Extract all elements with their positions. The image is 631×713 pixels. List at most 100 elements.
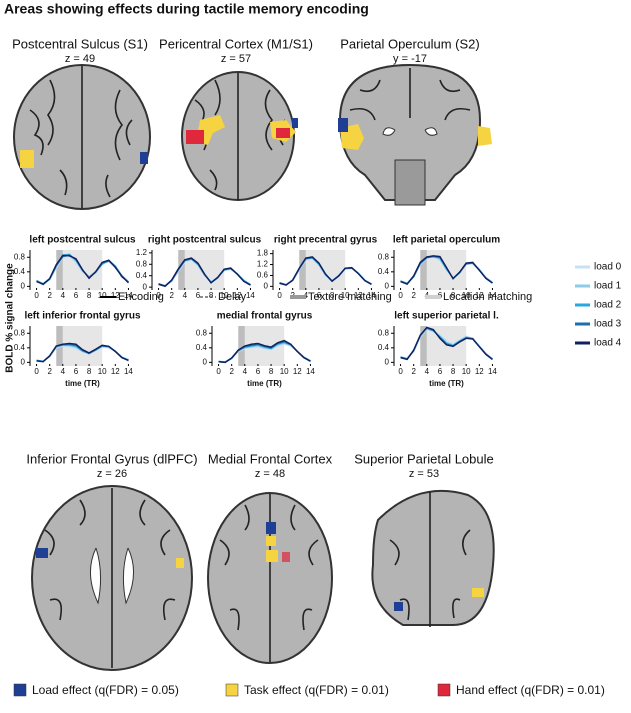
y-tick-label: 1.2 [136, 248, 148, 257]
encoding-shading [420, 250, 427, 290]
x-tick-label: 4 [61, 367, 66, 376]
encoding-shading [420, 326, 427, 366]
x-tick-label: 10 [280, 367, 289, 376]
chart-title: left parietal operculum [393, 235, 500, 246]
activation-blob [266, 536, 276, 546]
series-line [36, 254, 129, 285]
activation-blob [282, 552, 290, 562]
x-tick-label: 12 [111, 291, 120, 300]
x-tick-label: 14 [488, 367, 497, 376]
y-tick-label: 0.8 [378, 328, 390, 337]
x-tick-label: 14 [246, 291, 255, 300]
y-tick-label: 0.4 [378, 267, 390, 276]
y-tick-label: 0 [385, 357, 390, 366]
sulci [44, 499, 176, 621]
delay-shading [305, 250, 346, 290]
x-tick-label: 0 [216, 367, 221, 376]
activation-blob [266, 550, 278, 562]
x-tick-label: 2 [411, 367, 416, 376]
x-tick-label: 12 [475, 367, 484, 376]
x-tick-label: 10 [98, 367, 107, 376]
y-tick-label: 0.4 [196, 343, 208, 352]
event-label: Delay [218, 291, 247, 303]
x-tick-label: 10 [220, 291, 229, 300]
x-tick-label: 4 [183, 291, 188, 300]
brain-coord: z = 48 [255, 468, 285, 480]
activation-blob [292, 118, 298, 128]
encoding-shading [299, 250, 306, 290]
chart-title: right postcentral sulcus [148, 235, 262, 246]
figure-title: Areas showing effects during tactile mem… [4, 1, 369, 17]
encoding-shading [238, 326, 245, 366]
x-tick-label: 12 [475, 291, 484, 300]
x-axis-label: time (TR) [65, 379, 100, 388]
x-tick-label: 8 [87, 367, 92, 376]
activation-blob [394, 602, 403, 611]
chart-title: medial frontal gyrus [217, 311, 313, 322]
series-line [400, 255, 493, 286]
y-tick-label: 1.8 [257, 249, 269, 258]
legend-label: load 1 [594, 281, 622, 292]
brain-label: Postcentral Sulcus (S1) [12, 36, 148, 51]
brainstem [394, 159, 426, 206]
legend-label: load 0 [594, 262, 622, 273]
brain-label: Pericentral Cortex (M1/S1) [159, 36, 313, 51]
delay-shading [184, 250, 225, 290]
brain-images-top: Postcentral Sulcus (S1) z = 49 Pericentr… [12, 36, 492, 210]
x-tick-label: 6 [256, 367, 261, 376]
x-tick-label: 2 [169, 291, 174, 300]
x-tick-label: 8 [330, 291, 335, 300]
y-tick-label: 0.8 [14, 328, 26, 337]
x-tick-label: 2 [47, 291, 52, 300]
encoding-shading [56, 250, 63, 290]
brain-label: Parietal Operculum (S2) [340, 36, 479, 51]
x-tick-label: 2 [411, 291, 416, 300]
series-line [218, 339, 311, 364]
y-tick-label: 0.4 [14, 343, 26, 352]
x-tick-label: 6 [74, 367, 79, 376]
sulci [29, 79, 133, 198]
x-tick-label: 0 [156, 291, 161, 300]
x-axis-label: time (TR) [247, 379, 282, 388]
x-tick-label: 10 [98, 291, 107, 300]
x-tick-label: 8 [451, 367, 456, 376]
x-tick-label: 14 [488, 291, 497, 300]
ventricles [90, 547, 134, 605]
effect-label: Load effect (q(FDR) = 0.05) [32, 683, 179, 697]
legend-label: load 3 [594, 319, 622, 330]
x-tick-label: 4 [304, 291, 309, 300]
x-tick-label: 0 [34, 367, 39, 376]
x-tick-label: 14 [367, 291, 376, 300]
series-line [36, 342, 129, 363]
x-tick-label: 6 [74, 291, 79, 300]
x-tick-label: 10 [462, 367, 471, 376]
brain-label: Superior Parietal Lobule [354, 451, 493, 466]
series-line [158, 257, 251, 288]
y-tick-label: 0.8 [136, 259, 148, 268]
activation-blob [176, 558, 184, 568]
y-tick-label: 0 [21, 357, 26, 366]
effect-swatch [13, 683, 27, 697]
sulci [349, 68, 471, 121]
x-tick-label: 4 [61, 291, 66, 300]
brain-label: Inferior Frontal Gyrus (dlPFC) [26, 451, 197, 466]
y-tick-label: 0.6 [257, 271, 269, 280]
chart-title: left inferior frontal gyrus [24, 311, 141, 322]
brain-coord: y = -17 [393, 53, 427, 65]
effect-swatch [225, 683, 239, 697]
brain-coord: z = 57 [221, 53, 251, 65]
y-tick-label: 0.4 [136, 271, 148, 280]
delay-shading [426, 326, 467, 366]
y-tick-label: 0 [21, 281, 26, 290]
chart-title: left superior parietal l. [394, 311, 499, 322]
y-tick-label: 0.4 [14, 267, 26, 276]
x-tick-label: 0 [34, 291, 39, 300]
brain-coord: z = 49 [65, 53, 95, 65]
chart-title: right precentral gyrus [274, 235, 378, 246]
x-tick-label: 0 [398, 291, 403, 300]
activation-blob [478, 126, 492, 146]
x-tick-label: 2 [229, 367, 234, 376]
x-tick-label: 12 [354, 291, 363, 300]
y-tick-label: 0.4 [378, 343, 390, 352]
sulci [389, 492, 471, 627]
